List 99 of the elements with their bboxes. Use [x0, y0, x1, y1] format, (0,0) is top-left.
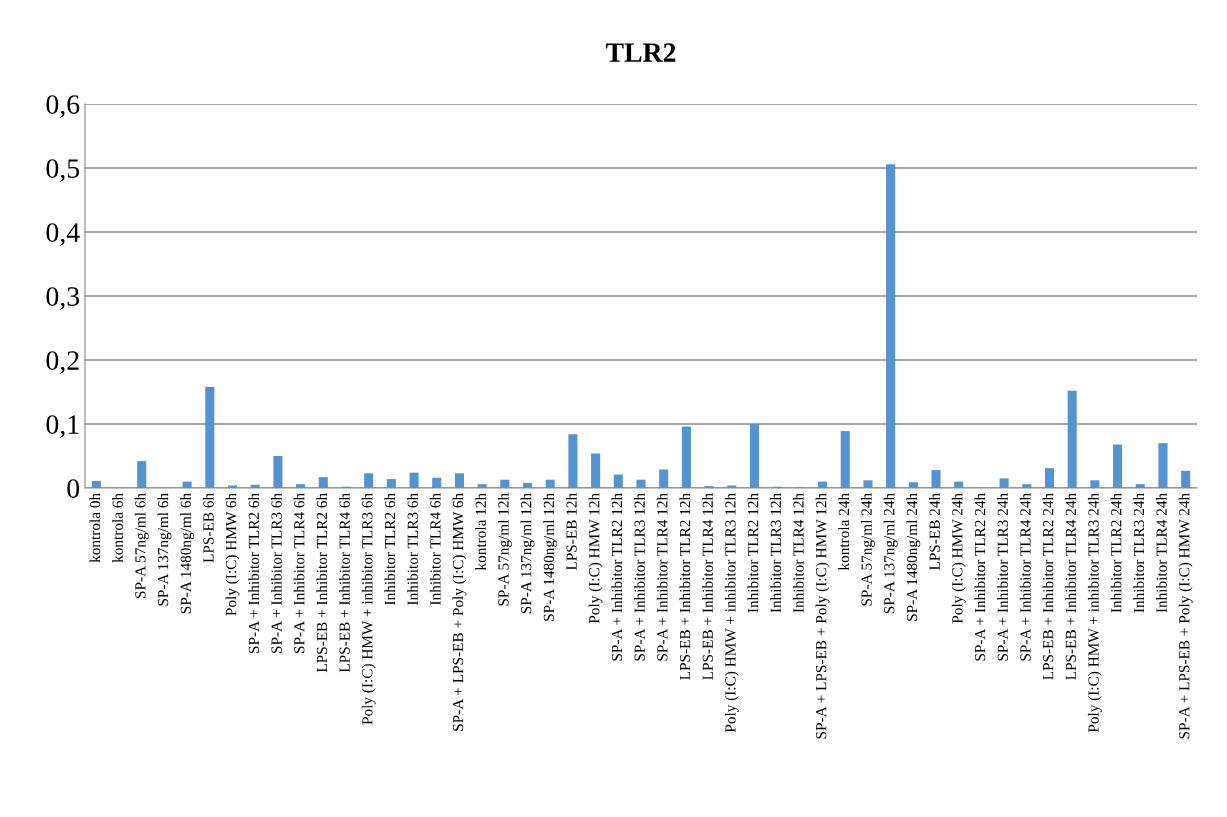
y-tick-label: 0,3	[46, 287, 80, 310]
x-tick-label: SP-A + Inhibitor TLR2 24h	[974, 493, 986, 661]
bar	[432, 477, 442, 488]
x-tick-label: Inhibitor TLR3 24h	[1133, 493, 1145, 613]
bar	[477, 484, 487, 488]
x-tick-label: SP-A 57ng/ml 24h	[860, 493, 875, 606]
y-tick-label: 0,1	[46, 415, 79, 438]
x-tick-label: SP-A + Inhibitor TLR3 24h	[997, 493, 1008, 661]
x-tick-label: kontrola 0h	[89, 493, 101, 563]
bar	[364, 473, 374, 488]
bar	[137, 461, 147, 488]
x-tick-label: SP-A + Inhibitor TLR4 12h	[656, 493, 668, 661]
bar	[522, 482, 533, 488]
x-tick-label: SP-A 137ng/ml 24h	[883, 493, 898, 614]
x-tick-label: kontrola 6h	[112, 493, 123, 563]
bar	[681, 426, 691, 488]
bar	[1067, 390, 1077, 488]
bar	[409, 472, 419, 488]
x-tick-label: SP-A + LPS-EB + Poly (I:C) HMW 6h	[452, 493, 467, 731]
bar	[568, 434, 578, 488]
x-tick-label: LPS-EB 24h	[929, 493, 940, 571]
x-tick-label: Poly (I:C) HMW + inhibitor TLR3 6h	[361, 493, 376, 725]
x-tick-label: LPS-EB + Inhibitor TLR4 12h	[702, 493, 713, 680]
x-tick-label: LPS-EB 6h	[202, 493, 214, 563]
x-tick-label: SP-A 57ng/ml 12h	[497, 493, 512, 606]
x-tick-label: SP-A 137ng/ml 6h	[157, 493, 172, 606]
x-tick-label: Poly (I:C) HMW 24h	[951, 493, 966, 624]
bar	[227, 485, 238, 488]
x-tick-label: kontrola 12h	[475, 493, 486, 571]
x-tick-label: LPS-EB + Inhibitor TLR2 6h	[316, 493, 328, 673]
x-tick-label: Inhibitor TLR2 24h	[1110, 493, 1122, 613]
x-tick-label: LPS-EB + Inhibitor TLR2 24h	[1042, 493, 1054, 680]
bar	[273, 456, 283, 488]
x-tick-label: SP-A 1480ng/ml 6h	[180, 493, 195, 614]
bar	[91, 480, 101, 488]
x-tick-label: Inhibitor TLR3 6h	[407, 493, 418, 605]
x-tick-label: Inhibitor TLR2 6h	[384, 493, 396, 605]
x-tick-label: Inhibitor TLR2 12h	[747, 493, 759, 613]
y-tick-label: 0,6	[46, 95, 80, 118]
bar	[954, 481, 964, 488]
x-tick-label: LPS-EB 12h	[565, 493, 577, 571]
bar	[908, 482, 918, 488]
x-tick-label: Inhibitor TLR3 12h	[770, 493, 781, 613]
x-tick-label: LPS-EB + Inhibitor TLR4 24h	[1065, 493, 1077, 680]
bar	[818, 481, 828, 488]
x-tick-label: SP-A 1480ng/ml 12h	[543, 493, 558, 621]
x-tick-label: SP-A + Inhibitor TLR2 12h	[611, 493, 623, 661]
bar	[591, 453, 601, 488]
bar	[250, 484, 260, 488]
x-tick-label: SP-A + Inhibitor TLR4 6h	[293, 493, 305, 653]
bar	[727, 485, 737, 488]
bar	[1181, 470, 1191, 488]
x-tick-label: Poly (I:C) HMW 6h	[225, 493, 240, 616]
bar	[636, 479, 646, 488]
x-tick-label: Inhibitor TLR4 24h	[1156, 493, 1167, 613]
x-tick-label: SP-A + LPS-EB + Poly (I:C) HMW 24h	[1178, 493, 1193, 739]
bar	[749, 424, 760, 488]
bar	[545, 479, 555, 488]
x-tick-label: LPS-EB + Inhibitor TLR4 6h	[339, 493, 350, 673]
bar	[296, 484, 306, 488]
x-tick-label: SP-A + Inhibitor TLR3 6h	[270, 493, 282, 653]
bar	[1158, 443, 1168, 488]
x-tick-label: SP-A 57ng/ml 6h	[134, 493, 149, 598]
bar	[659, 469, 669, 488]
x-tick-label: Inhibitor TLR4 6h	[429, 493, 441, 605]
bar	[1135, 484, 1145, 488]
bar	[318, 477, 328, 488]
x-tick-label: Poly (I:C) HMW + inhibitor TLR3 24h	[1087, 493, 1102, 733]
y-tick-label: 0	[67, 479, 80, 498]
x-tick-label: SP-A 1480ng/ml 24h	[906, 493, 921, 621]
bar	[613, 474, 623, 488]
x-tick-label: SP-A 137ng/ml 12h	[520, 493, 535, 614]
x-tick-label: Inhibitor TLR4 12h	[792, 493, 804, 613]
bar	[999, 478, 1009, 488]
x-tick-label: Poly (I:C) HMW 12h	[588, 493, 603, 624]
bar	[205, 386, 215, 488]
bar	[182, 481, 192, 488]
bar	[931, 470, 941, 488]
x-tick-label: SP-A + Inhibitor TLR4 24h	[1019, 493, 1031, 661]
y-tick-label: 0,2	[46, 351, 79, 374]
bar	[863, 480, 873, 488]
bar	[1113, 444, 1123, 488]
bar	[1022, 484, 1032, 488]
x-tick-label: SP-A + LPS-EB + Poly (I:C) HMW 12h	[815, 493, 830, 739]
bar	[500, 479, 510, 488]
chart-title: TLR2	[605, 43, 676, 62]
bar	[840, 431, 850, 488]
y-tick-label: 0,4	[46, 223, 80, 246]
bar	[386, 479, 396, 488]
y-tick-label: 0,5	[46, 159, 80, 182]
bar	[454, 473, 464, 488]
x-tick-label: kontrola 24h	[838, 493, 850, 571]
x-tick-label: LPS-EB + Inhibitor TLR2 12h	[679, 493, 691, 680]
x-tick-label: SP-A + Inhibitor TLR2 6h	[248, 493, 260, 653]
bar	[1090, 480, 1100, 488]
bar	[1044, 468, 1055, 488]
x-tick-label: SP-A + Inhibitor TLR3 12h	[634, 493, 645, 661]
x-tick-label: Poly (I:C) HMW + inhibitor TLR3 12h	[724, 493, 739, 733]
bar	[886, 164, 896, 488]
